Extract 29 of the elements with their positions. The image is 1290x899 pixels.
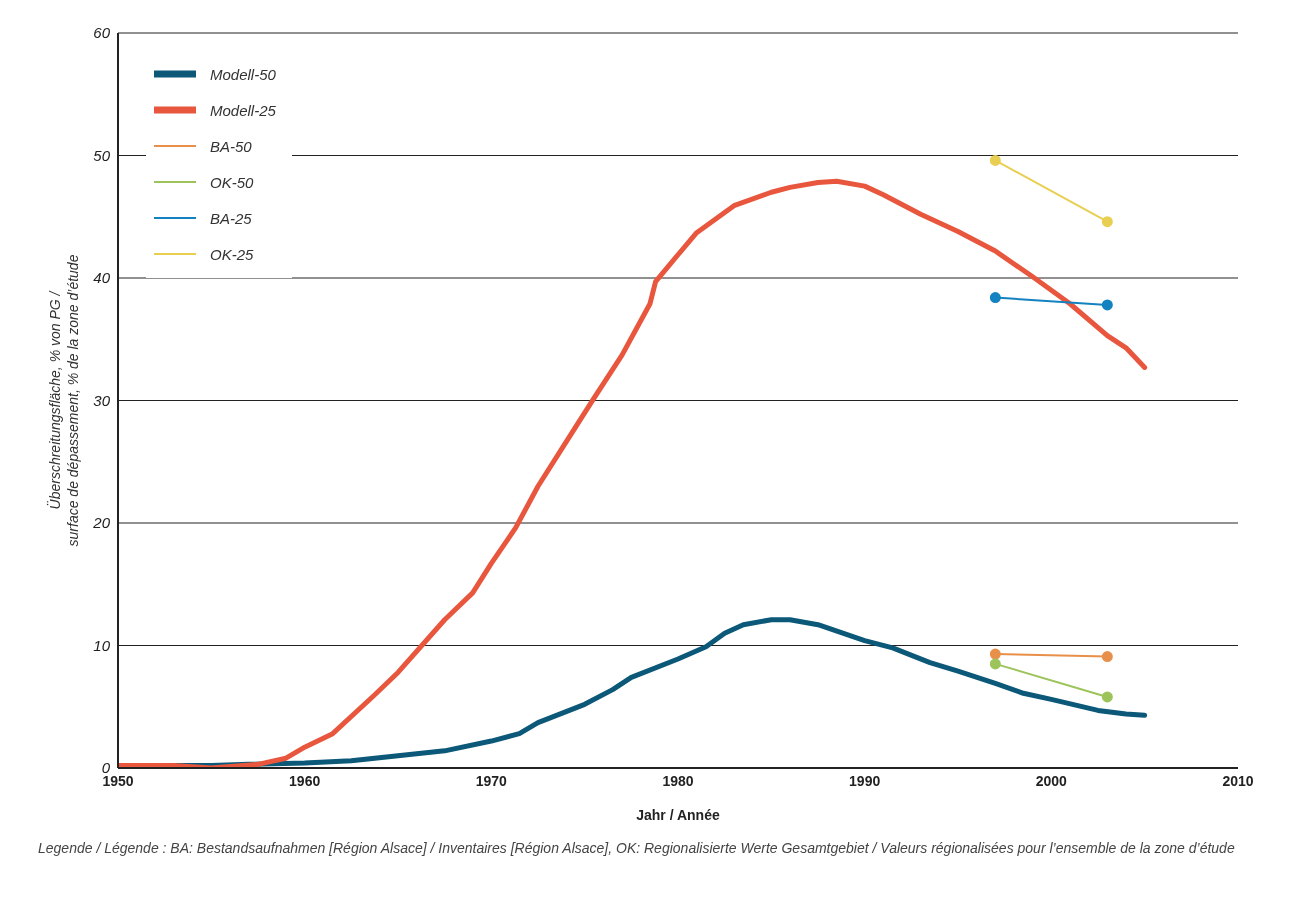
point xyxy=(1101,299,1113,311)
point xyxy=(989,658,1001,670)
point xyxy=(1101,651,1113,663)
y-tick-label: 50 xyxy=(93,146,111,164)
x-tick-label: 1980 xyxy=(662,772,694,789)
legend-label: BA-25 xyxy=(210,209,252,227)
legend-label: OK-50 xyxy=(210,173,254,191)
x-tick-label: 2000 xyxy=(1035,772,1068,789)
point xyxy=(989,292,1001,304)
x-axis-title: Jahr / Année xyxy=(636,807,720,823)
y-tick-label: 60 xyxy=(93,24,111,42)
point xyxy=(989,154,1001,166)
y-axis-title: Überschreitungsfläche, % von PG / surface de dépassement, % de la zone d’étude xyxy=(46,254,81,547)
y-tick-label: 40 xyxy=(93,269,111,287)
legend-label: OK-25 xyxy=(210,245,254,263)
legend-label: Modell-50 xyxy=(210,65,276,83)
x-tick-label: 1960 xyxy=(289,772,321,789)
x-tick-label: 1970 xyxy=(475,772,508,789)
text: Legende / Légende : BA: Bestandsaufnahmen [Région Alsace] / Inventaires [Région Alsace], OK: Regionalisierte Werte Gesamtgebiet / Valeurs régionalisées pour l’ensemble de la zone d’étude xyxy=(37,839,1236,858)
x-tick-label: 1990 xyxy=(849,772,881,789)
y-tick-label: 20 xyxy=(92,514,111,532)
point xyxy=(1101,691,1113,703)
point xyxy=(1101,216,1113,228)
legend-label: Modell-25 xyxy=(210,101,276,119)
legend-label: BA-50 xyxy=(210,137,252,155)
y-tick-label: 30 xyxy=(93,391,111,409)
point xyxy=(989,648,1001,660)
y-tick-label: 10 xyxy=(93,636,111,654)
x-tick-label: 2010 xyxy=(1222,772,1254,789)
